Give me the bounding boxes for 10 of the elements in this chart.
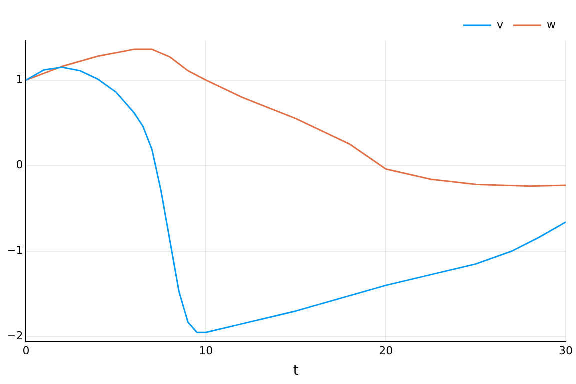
x-axis-title: t xyxy=(293,363,300,380)
y-tick-label: −1 xyxy=(6,244,24,258)
x-tick-label: 20 xyxy=(379,344,394,358)
y-tick-label: 1 xyxy=(16,73,24,86)
y-tick-label: −2 xyxy=(6,330,24,343)
y-tick-label: 0 xyxy=(16,158,24,172)
legend-label: v xyxy=(496,18,504,32)
x-tick-label: 10 xyxy=(199,344,214,358)
legend-label: w xyxy=(547,18,556,32)
x-tick-label: 30 xyxy=(559,344,573,358)
